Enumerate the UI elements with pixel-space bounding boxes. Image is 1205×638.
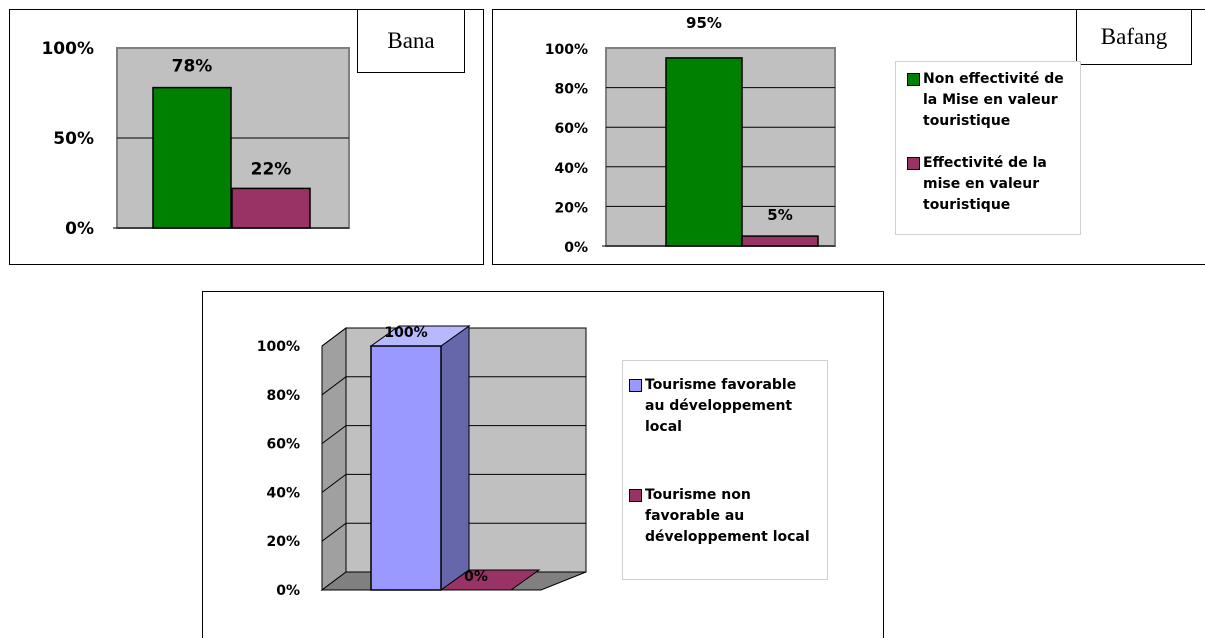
side-wall [321, 327, 347, 591]
bar [439, 569, 541, 591]
maroon-swatch-icon [629, 489, 642, 502]
bafang-place-label: Bafang [1076, 9, 1192, 65]
legend-label: Non effectivité de la Mise en valeur tou… [923, 71, 1064, 129]
green-swatch-icon [907, 73, 920, 86]
y-tick-label: 40% [554, 161, 588, 177]
bar [231, 187, 311, 229]
data-label: 78% [172, 57, 213, 77]
data-label: 0% [464, 569, 488, 585]
y-tick-label: 100% [545, 42, 588, 58]
gridline [321, 522, 586, 542]
y-tick-label: 20% [266, 534, 300, 550]
legend-item-non-favorable: Tourisme non favorable au développement … [629, 485, 810, 548]
gridline [321, 425, 586, 445]
development-legend: Tourisme favorable au développement loca… [622, 360, 828, 580]
y-tick-label: 80% [266, 388, 300, 404]
legend-label: Tourisme favorable au développement loca… [645, 377, 797, 435]
y-tick-label: 100% [257, 339, 300, 355]
y-tick-label: 40% [266, 485, 300, 501]
y-tick-label: 50% [53, 129, 94, 149]
y-tick-label: 60% [266, 437, 300, 453]
legend-label: Tourisme non favorable au développement … [645, 487, 810, 545]
bar [741, 235, 819, 247]
legend-label: Effectivité de la mise en valeur tourist… [923, 155, 1047, 213]
lavender-swatch-icon [629, 379, 642, 392]
data-label: 100% [384, 325, 427, 341]
gridline [321, 327, 586, 347]
gridline [321, 376, 586, 396]
legend-item-effectivite: Effectivité de la mise en valeur tourist… [907, 153, 1047, 216]
bafang-legend: Non effectivité de la Mise en valeur tou… [895, 61, 1081, 235]
bar [152, 86, 232, 229]
y-tick-label: 60% [554, 121, 588, 137]
maroon-swatch-icon [907, 157, 920, 170]
bar [665, 57, 743, 247]
data-label: 22% [251, 159, 292, 179]
data-label: 95% [686, 14, 722, 32]
data-label: 5% [767, 206, 792, 224]
bar-side [440, 325, 470, 591]
bana-place-label: Bana [357, 9, 465, 73]
gridline [321, 473, 586, 493]
y-tick-label: 20% [554, 200, 588, 216]
legend-item-non-effectivite: Non effectivité de la Mise en valeur tou… [907, 69, 1064, 132]
y-tick-label: 100% [41, 39, 94, 59]
y-tick-label: 0% [65, 219, 94, 239]
bar [370, 345, 442, 591]
legend-item-favorable: Tourisme favorable au développement loca… [629, 375, 796, 438]
y-tick-label: 80% [554, 82, 588, 98]
y-tick-label: 0% [564, 240, 588, 256]
y-tick-label: 0% [276, 583, 300, 599]
